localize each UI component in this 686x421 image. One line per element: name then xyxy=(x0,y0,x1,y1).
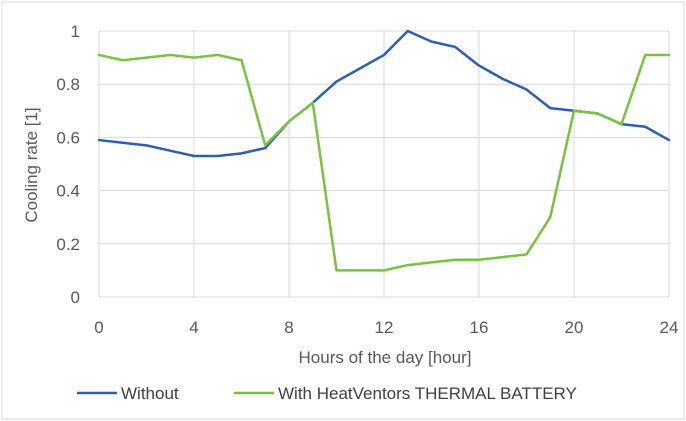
y-tick-label: 1 xyxy=(71,22,80,41)
y-axis-title: Cooling rate [1] xyxy=(22,107,41,222)
x-tick-label: 24 xyxy=(660,318,679,337)
y-tick-label: 0.2 xyxy=(56,235,80,254)
x-tick-label: 4 xyxy=(189,318,198,337)
x-tick-label: 16 xyxy=(470,318,489,337)
x-tick-label: 12 xyxy=(375,318,394,337)
x-tick-label: 20 xyxy=(565,318,584,337)
legend-label: With HeatVentors THERMAL BATTERY xyxy=(278,384,577,403)
x-axis-title: Hours of the day [hour] xyxy=(299,348,472,367)
y-tick-label: 0 xyxy=(71,288,80,307)
y-tick-label: 0.8 xyxy=(56,75,80,94)
series-line-with-thermal-battery xyxy=(97,53,671,272)
x-tick-label: 8 xyxy=(284,318,293,337)
legend: Without With HeatVentors THERMAL BATTERY xyxy=(77,384,577,403)
y-tick-label: 0.6 xyxy=(56,128,80,147)
legend-label: Without xyxy=(121,384,179,403)
x-tick-label: 0 xyxy=(94,318,103,337)
y-tick-label: 0.4 xyxy=(56,182,80,201)
